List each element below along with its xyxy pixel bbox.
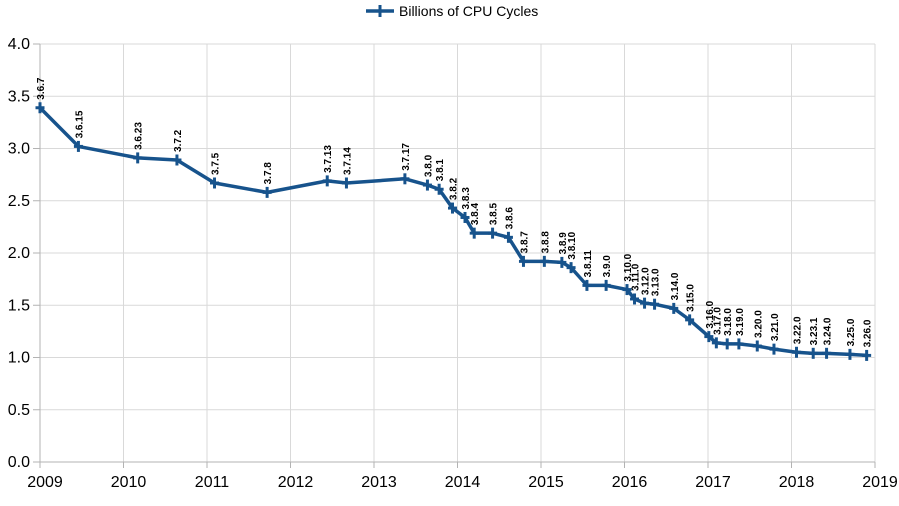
y-tick-label: 3.5 (8, 88, 30, 105)
data-point-label: 3.8.3 (461, 187, 472, 210)
data-point-label: 3.8.10 (567, 231, 578, 259)
x-tick-label: 2013 (361, 474, 397, 491)
data-point-label: 3.10.0 (623, 253, 634, 281)
data-point-label: 3.7.5 (211, 152, 222, 175)
data-point-label: 3.21.0 (770, 313, 781, 341)
data-point-label: 3.6.15 (74, 110, 85, 138)
data-point-label: 3.20.0 (753, 310, 764, 338)
data-point-label: 3.6.7 (36, 77, 47, 100)
x-tick-label: 2011 (195, 474, 230, 491)
data-point-label: 3.8.1 (435, 159, 446, 182)
data-point-label: 3.7.8 (263, 162, 274, 185)
legend-label: Billions of CPU Cycles (399, 3, 538, 19)
data-point-label: 3.17.0 (712, 307, 723, 335)
data-point-label: 3.14.0 (670, 272, 681, 300)
axes (33, 43, 876, 468)
data-point-label: 3.7.13 (323, 145, 334, 173)
data-point-label: 3.11.0 (631, 263, 642, 291)
data-point-label: 3.8.5 (489, 202, 500, 225)
x-tick-label: 2019 (862, 474, 898, 491)
x-tick-label: 2015 (528, 474, 564, 491)
data-point-label: 3.8.6 (504, 207, 515, 230)
data-point-label: 3.8.2 (448, 177, 459, 200)
gridlines (40, 43, 876, 462)
data-point-label: 3.19.0 (735, 308, 746, 336)
data-point-label: 3.18.0 (723, 308, 734, 336)
data-point-markers (35, 102, 872, 361)
y-tick-label: 0.0 (8, 454, 30, 471)
y-tick-label: 2.5 (8, 193, 30, 210)
x-tick-label: 2009 (27, 474, 63, 491)
data-point-label: 3.23.1 (809, 317, 820, 345)
data-point-label: 3.6.23 (134, 122, 145, 150)
x-tick-label: 2014 (445, 474, 481, 491)
x-tick-label: 2012 (278, 474, 314, 491)
y-tick-label: 3.0 (8, 141, 30, 158)
data-point-label: 3.8.4 (470, 202, 481, 225)
data-point-label: 3.7.2 (173, 129, 184, 152)
data-point-label: 3.13.0 (651, 268, 662, 296)
data-point-label: 3.7.17 (401, 143, 412, 171)
data-point-label: 3.12.0 (641, 267, 652, 295)
data-point-label: 3.8.8 (540, 231, 551, 254)
data-point-label: 3.16.0 (705, 300, 716, 328)
data-point-label: 3.25.0 (846, 318, 857, 346)
y-tick-label: 2.0 (8, 245, 30, 262)
data-point-label: 3.24.0 (823, 317, 834, 345)
data-point-label: 3.22.0 (793, 316, 804, 344)
x-tick-label: 2010 (111, 474, 147, 491)
x-tick-label: 2016 (612, 474, 648, 491)
data-point-label: 3.8.7 (519, 231, 530, 254)
axis-tick-labels: 0.0 0.5 1.0 1.5 2.0 2.5 3.0 3.5 4.0 2009 2010 2011 2… (8, 36, 898, 491)
x-tick-label: 2018 (779, 474, 815, 491)
data-point-label: 3.8.0 (423, 154, 434, 177)
x-tick-label: 2017 (695, 474, 731, 491)
y-tick-label: 0.5 (8, 402, 30, 419)
data-point-label: 3.8.9 (558, 232, 569, 255)
data-point-label: 3.15.0 (686, 284, 697, 312)
data-point-labels: 3.6.7 3.6.15 3.6.23 3.7.2 3.7.5 3.7.8 3.7.13 3.… (36, 77, 874, 347)
data-point-label: 3.8.11 (583, 250, 594, 278)
y-tick-label: 1.0 (8, 350, 30, 367)
data-point-label: 3.9.0 (602, 255, 613, 278)
legend: Billions of CPU Cycles (366, 3, 538, 19)
y-tick-label: 1.5 (8, 297, 30, 314)
data-point-label: 3.26.0 (863, 319, 874, 347)
data-point-label: 3.7.14 (342, 147, 353, 175)
y-tick-label: 4.0 (8, 36, 30, 53)
